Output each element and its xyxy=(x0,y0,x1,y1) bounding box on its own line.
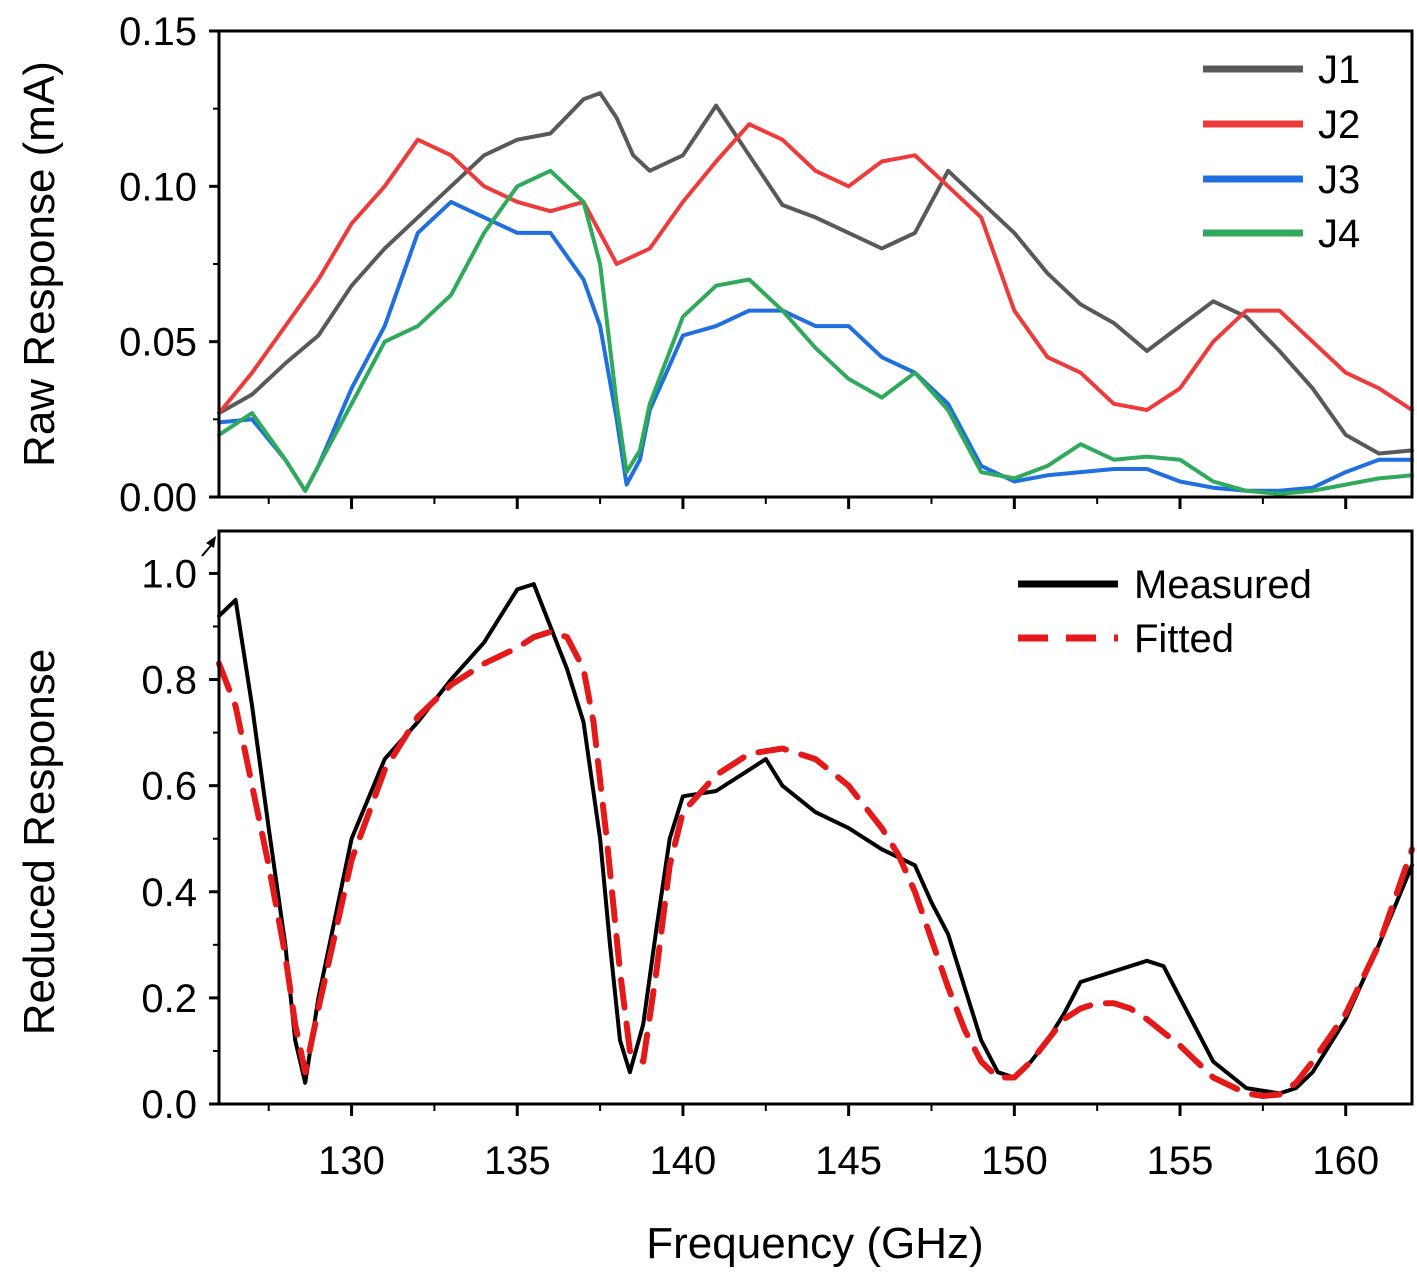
legend-label-j2: J2 xyxy=(1318,103,1360,147)
legend-label-fitted: Fitted xyxy=(1134,617,1234,661)
bottom-y-axis-title: Reduced Response xyxy=(15,649,64,1035)
top-series-group xyxy=(217,91,1414,496)
y-tick-label: 0.15 xyxy=(119,10,197,54)
y-tick-label: 0.0 xyxy=(141,1083,197,1127)
top-y-axis-title: Raw Response (mA) xyxy=(15,61,64,467)
x-tick-label: 140 xyxy=(650,1139,717,1183)
series-line-j4 xyxy=(217,168,1414,496)
series-line-j3 xyxy=(217,199,1414,493)
y-tick-label: 0.6 xyxy=(141,765,197,809)
legend-label-measured: Measured xyxy=(1134,563,1312,607)
legend-label-j4: J4 xyxy=(1318,212,1360,256)
top-panel: 0.00 0.05 0.10 0.15 Raw Response (mA) J1 J2… xyxy=(15,10,1414,520)
bottom-y-axis: 0.0 0.2 0.4 0.6 0.8 1.0 xyxy=(141,552,219,1127)
series-line-j2 xyxy=(217,122,1414,416)
x-tick-label: 130 xyxy=(318,1139,385,1183)
legend-label-j1: J1 xyxy=(1318,48,1360,92)
x-tick-label: 145 xyxy=(815,1139,882,1183)
legend-label-j3: J3 xyxy=(1318,158,1360,202)
x-tick-label: 150 xyxy=(981,1139,1048,1183)
x-axis-title: Frequency (GHz) xyxy=(646,1219,983,1268)
series-line-j1 xyxy=(217,91,1414,456)
top-y-axis: 0.00 0.05 0.10 0.15 xyxy=(119,10,219,520)
x-tick-label: 160 xyxy=(1312,1139,1379,1183)
y-tick-label: 0.8 xyxy=(141,659,197,703)
y-tick-label: 0.4 xyxy=(141,871,197,915)
bottom-legend: Measured Fitted xyxy=(1018,563,1312,661)
top-x-axis xyxy=(267,497,1348,509)
y-tick-label: 0.10 xyxy=(119,165,197,209)
y-tick-label: 0.05 xyxy=(119,321,197,365)
series-line-fitted xyxy=(216,628,1415,1099)
top-legend: J1 J2 J3 J4 xyxy=(1203,48,1360,256)
x-tick-label: 155 xyxy=(1147,1139,1214,1183)
bottom-x-axis: 130 135 140 145 150 155 160 xyxy=(267,1104,1379,1183)
bottom-plot-frame xyxy=(217,529,1414,1106)
series-line-measured xyxy=(217,582,1414,1096)
y-tick-label: 0.00 xyxy=(119,476,197,520)
offscale-arrow-icon xyxy=(201,536,216,557)
bottom-panel: 0.0 0.2 0.4 0.6 0.8 1.0 130 135 140 145 150 155 160… xyxy=(15,529,1415,1268)
y-tick-label: 1.0 xyxy=(141,552,197,596)
bottom-series-group xyxy=(216,582,1415,1099)
y-tick-label: 0.2 xyxy=(141,977,197,1021)
x-tick-label: 135 xyxy=(484,1139,551,1183)
